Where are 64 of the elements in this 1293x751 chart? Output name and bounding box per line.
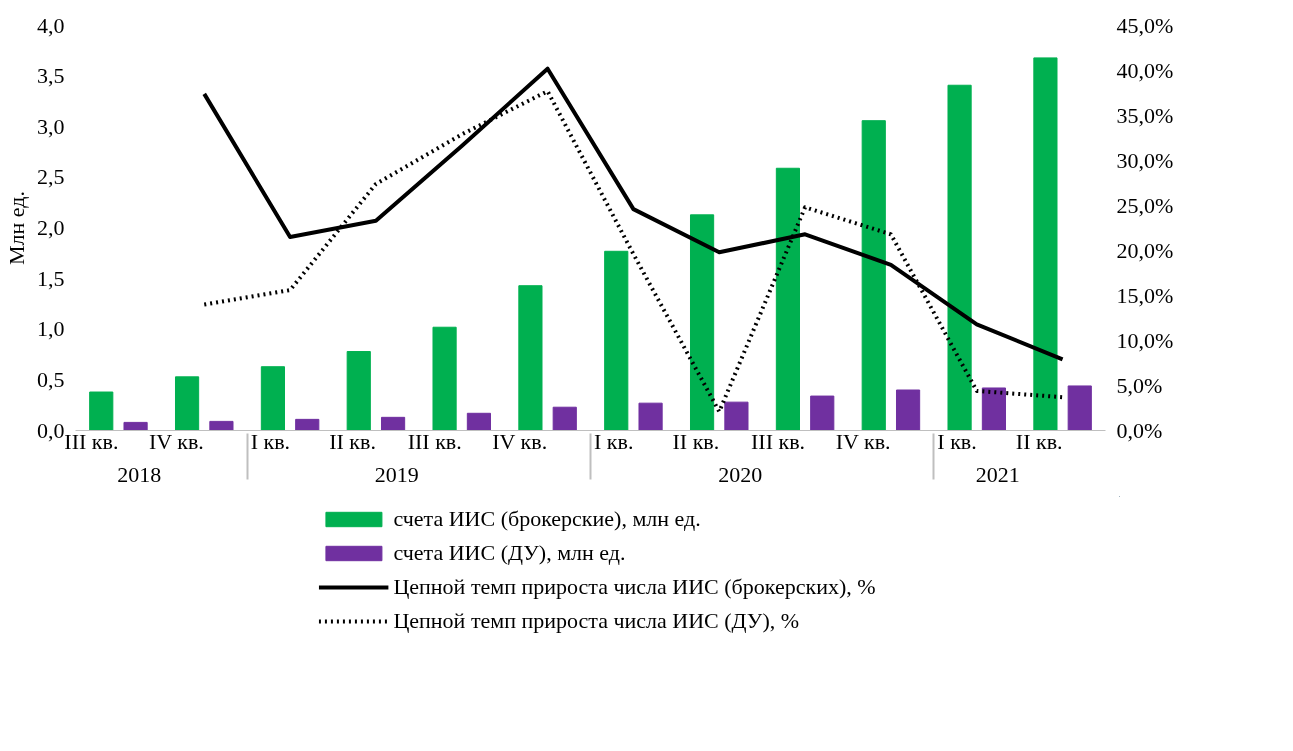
x-tick-label: I кв. — [250, 429, 291, 454]
x-tick-label: I кв. — [594, 429, 634, 454]
y2-tick-label: 45,0% — [1116, 13, 1174, 38]
bar — [638, 402, 663, 431]
bar — [175, 376, 200, 431]
bar — [89, 391, 114, 431]
bar — [552, 406, 577, 431]
bar — [1067, 385, 1092, 431]
bar — [861, 120, 886, 431]
legend-label: Цепной темп прироста числа ИИС (брокерских), % — [393, 574, 876, 600]
y-tick-label: 4,0 — [37, 12, 65, 38]
x-tick-label: IV кв. — [148, 429, 204, 454]
x-tick-label: IV кв. — [835, 429, 891, 454]
x-tick-label: IV кв. — [492, 429, 548, 454]
bar — [604, 250, 629, 431]
bar — [518, 285, 543, 431]
x-tick-label: II кв. — [1015, 429, 1063, 454]
x-tick-label: I кв. — [937, 429, 977, 454]
y-tick-label: 0,0 — [37, 417, 65, 443]
text: 2018 — [117, 461, 162, 487]
bar — [260, 366, 285, 431]
bar — [896, 389, 921, 431]
y2-tick-label: 15,0% — [1116, 283, 1174, 308]
y2-tick-label: 25,0% — [1116, 193, 1174, 218]
bar — [775, 167, 800, 431]
y2-tick-label: 0,0% — [1116, 418, 1163, 443]
y2-tick-label: 30,0% — [1116, 148, 1174, 173]
bar — [724, 401, 749, 431]
bar — [346, 351, 371, 431]
legend-label: Цепной темп прироста числа ИИС (ДУ), % — [393, 608, 800, 634]
bar — [690, 214, 715, 431]
y2-tick-label: 20,0% — [1116, 238, 1174, 263]
text: 2019 — [374, 461, 419, 487]
y-tick-label: 2,0 — [37, 215, 65, 240]
y-tick-label: 3,0 — [37, 113, 65, 139]
y-tick-label: 0,5 — [37, 366, 65, 392]
legend-label: счета ИИС (брокерские), млн ед. — [393, 506, 701, 532]
bar — [123, 421, 148, 431]
x-tick-label: III кв. — [64, 429, 119, 454]
y-tick-label: 2,5 — [37, 164, 65, 190]
bar — [810, 395, 835, 431]
y2-tick-label: 10,0% — [1116, 328, 1174, 353]
bar — [466, 412, 491, 431]
text: 2021 — [975, 461, 1020, 487]
y2-tick-label: 35,0% — [1116, 103, 1174, 128]
text: 2020 — [718, 461, 763, 487]
bar — [1033, 57, 1058, 431]
y-tick-label: 3,5 — [37, 63, 65, 89]
bar — [209, 420, 234, 431]
y2-tick-label: 40,0% — [1116, 58, 1174, 83]
x-tick-label: III кв. — [407, 429, 462, 454]
y2-tick-label: 5,0% — [1116, 373, 1163, 398]
x-tick-label: II кв. — [329, 429, 376, 454]
x-tick-label: III кв. — [751, 429, 806, 454]
legend-label: счета ИИС (ДУ), млн ед. — [393, 540, 626, 566]
y-tick-label: 1,0 — [37, 316, 65, 342]
bar — [432, 326, 457, 431]
bar — [981, 387, 1006, 431]
bar — [295, 418, 320, 431]
bar — [381, 416, 406, 431]
x-tick-label: II кв. — [672, 429, 720, 454]
y-axis-title: Млн ед. — [4, 191, 29, 265]
bar — [947, 84, 972, 431]
y-tick-label: 1,5 — [37, 265, 65, 291]
